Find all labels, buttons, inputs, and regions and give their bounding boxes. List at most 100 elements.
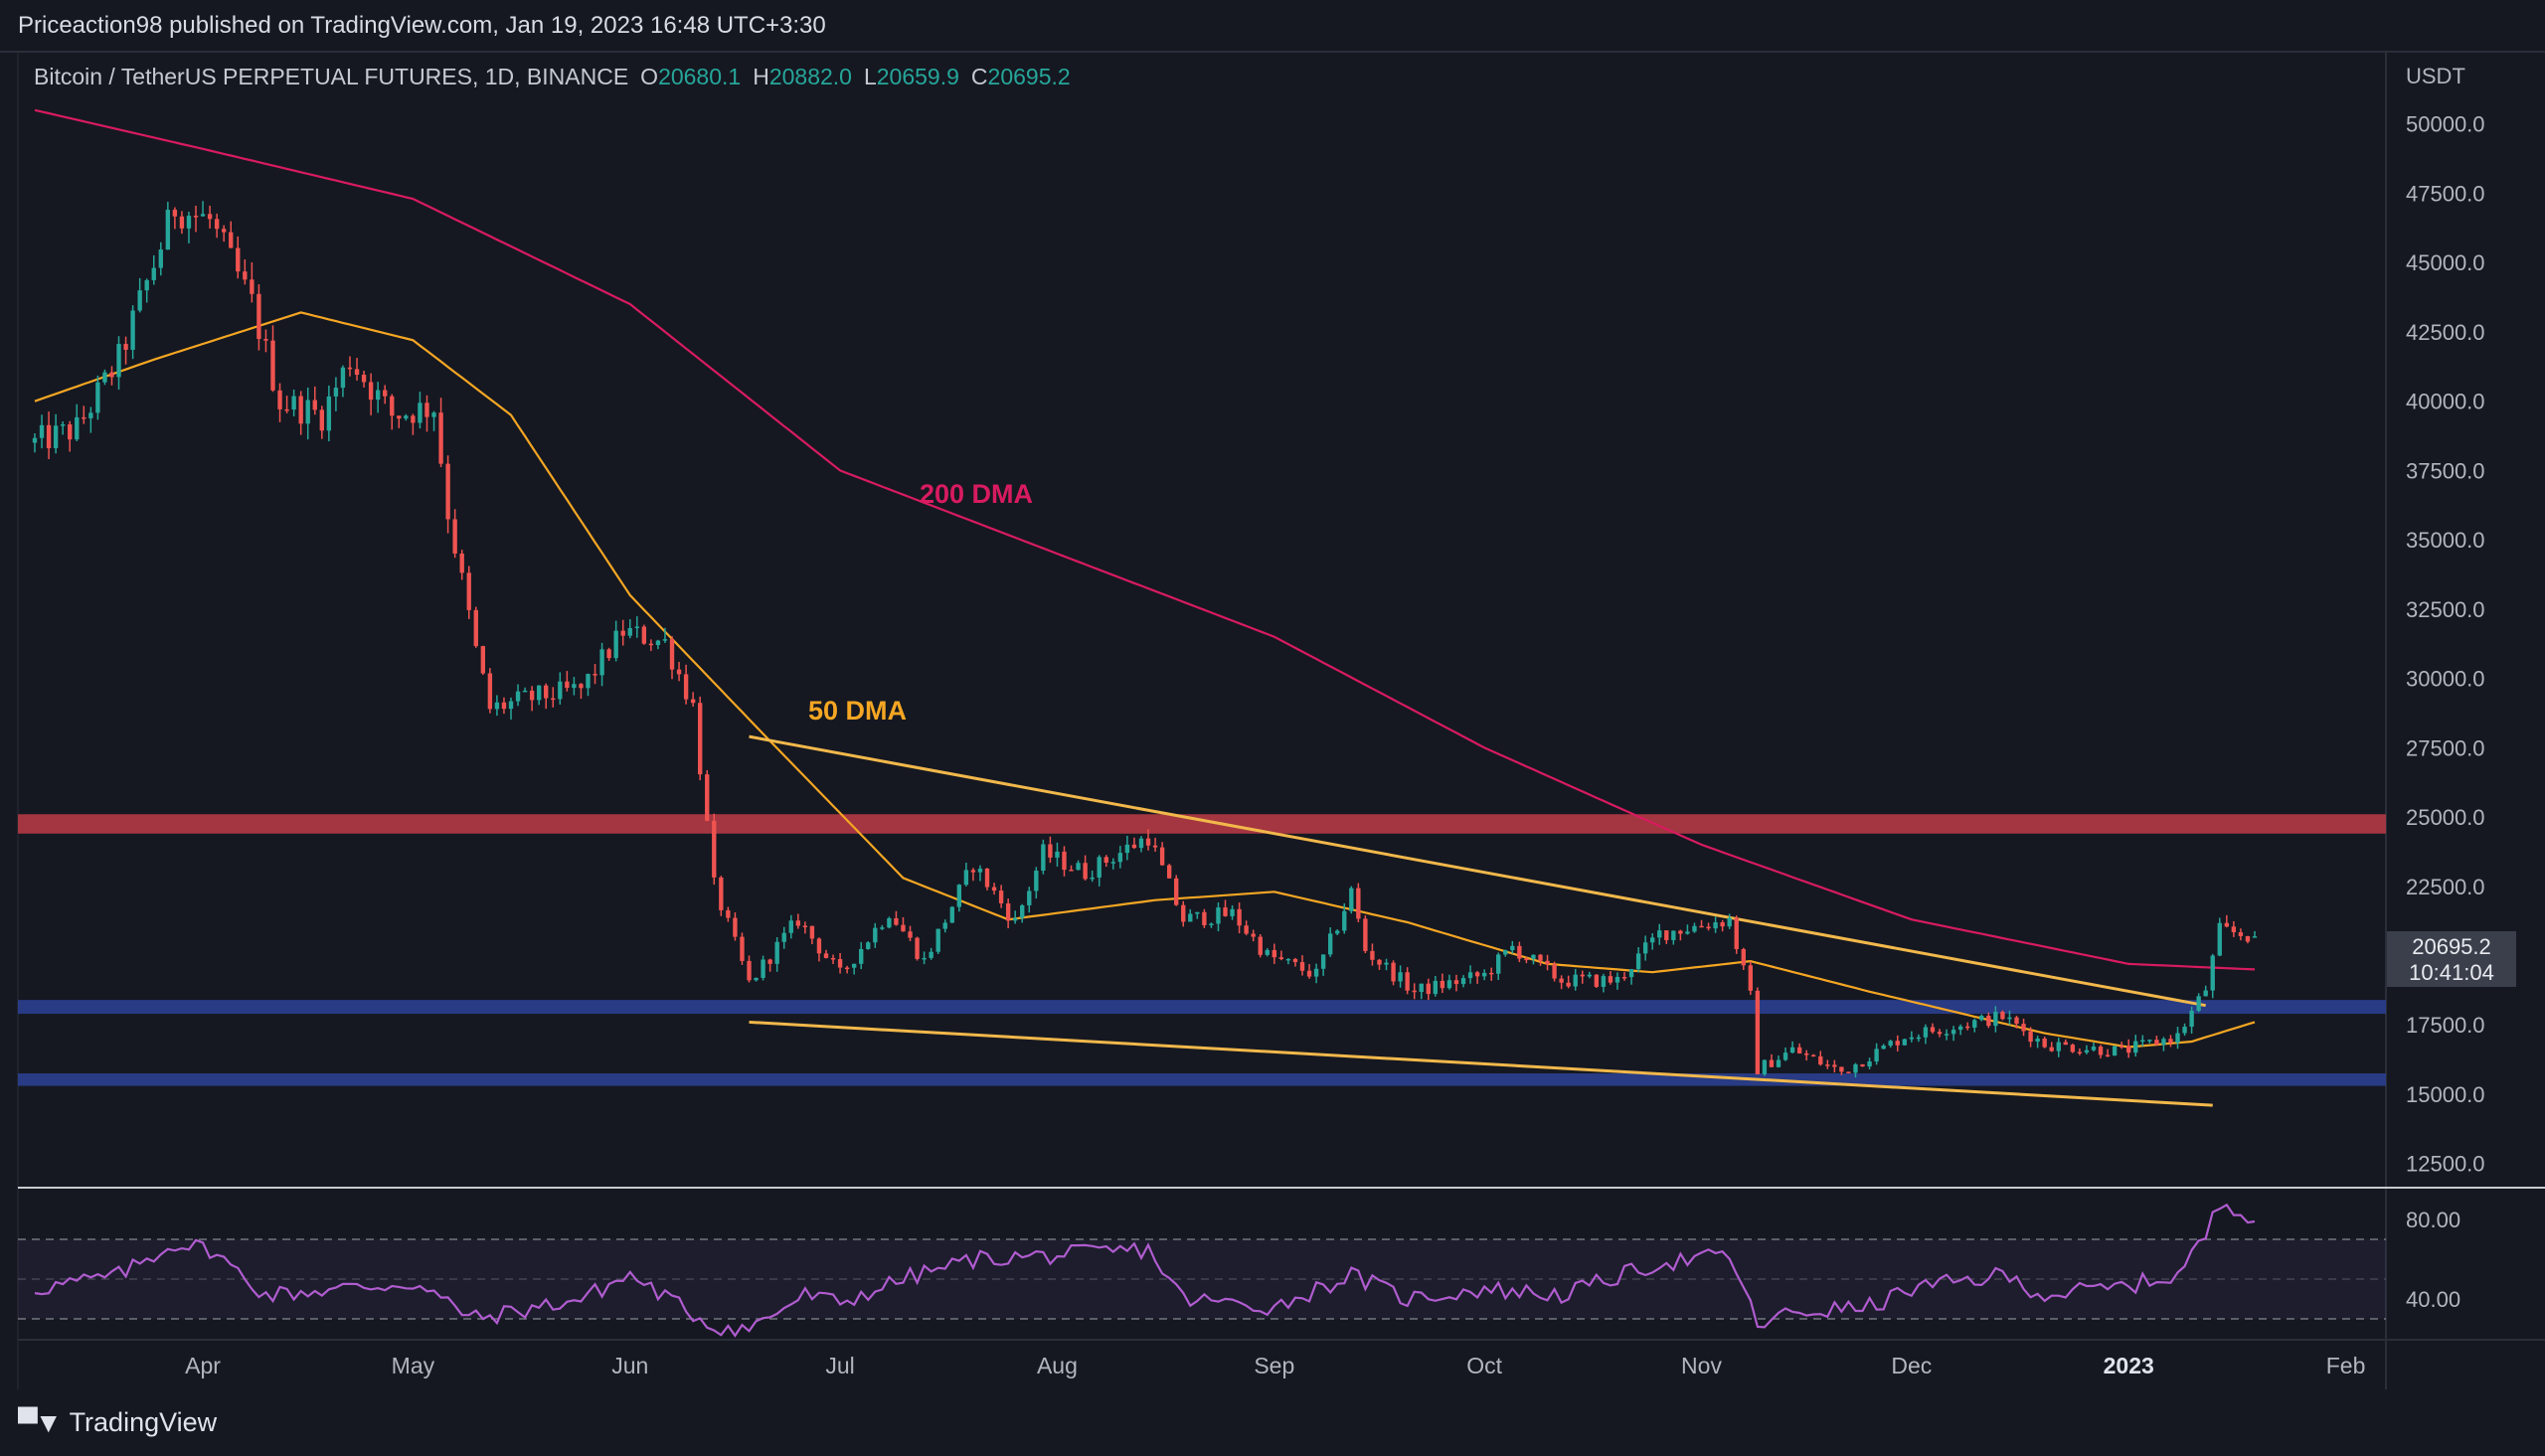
candle-body xyxy=(1510,945,1515,951)
candle-body xyxy=(1440,980,1445,989)
candle-body xyxy=(2070,1045,2076,1052)
price-tick-label: 30000.0 xyxy=(2406,667,2485,692)
candle-body xyxy=(1916,1037,1922,1040)
candle-body xyxy=(418,403,423,423)
candle-body xyxy=(809,925,815,939)
candle-body xyxy=(1384,962,1389,965)
candle-body xyxy=(1594,974,1600,987)
candle-body xyxy=(2112,1046,2118,1056)
candle-body xyxy=(466,572,471,610)
candle-body xyxy=(606,649,611,659)
candle-body xyxy=(32,437,38,443)
candle-body xyxy=(82,416,86,419)
tradingview-logo[interactable]: ▀▼ TradingView xyxy=(18,1407,217,1439)
candle-body xyxy=(390,396,395,416)
candle-body xyxy=(1748,965,1754,991)
candle-body xyxy=(102,372,107,383)
candle-body xyxy=(2007,1017,2012,1020)
candle-body xyxy=(1306,970,1312,977)
high-label: H xyxy=(753,64,769,89)
candle-body xyxy=(1152,845,1158,848)
candle-body xyxy=(754,977,759,981)
candle-body xyxy=(970,870,976,873)
time-tick-label: Oct xyxy=(1466,1353,1502,1378)
price-tick-label: 50000.0 xyxy=(2406,112,2485,137)
price-tick-label: 17500.0 xyxy=(2406,1013,2485,1038)
candle-body xyxy=(1650,937,1655,943)
candle-body xyxy=(88,412,93,418)
candle-body xyxy=(873,927,878,943)
candle-body xyxy=(1587,974,1592,977)
candle-body xyxy=(641,626,647,644)
candle-body xyxy=(887,917,892,928)
candle-body xyxy=(963,870,969,886)
price-chart[interactable]: USDT 50000.0 47500.0 45000.0 42500.0 40000.0 3… xyxy=(0,0,2545,1389)
candle-body xyxy=(1642,942,1648,954)
candle-body xyxy=(411,415,416,423)
candle-body xyxy=(593,674,597,676)
candle-body xyxy=(712,820,717,878)
candle-body xyxy=(2224,922,2230,927)
price-tick-label: 15000.0 xyxy=(2406,1082,2485,1107)
candle-body xyxy=(165,210,171,250)
candle-body xyxy=(1559,978,1564,983)
tradingview-logo-icon: ▀▼ xyxy=(18,1406,63,1438)
candle-body xyxy=(1720,922,1725,927)
candle-body xyxy=(620,630,625,636)
candle-body xyxy=(1012,917,1018,921)
candle-body xyxy=(1041,844,1046,872)
candle-body xyxy=(1335,930,1340,934)
candle-body xyxy=(705,774,710,821)
candle-body xyxy=(1159,847,1165,866)
candle-body xyxy=(544,685,549,699)
candle-body xyxy=(935,928,940,952)
candle-body xyxy=(1083,863,1088,880)
time-tick-label: 2023 xyxy=(2104,1353,2154,1378)
symbol-label[interactable]: Bitcoin / TetherUS PERPETUAL FUTURES, 1D… xyxy=(34,64,629,89)
candle-body xyxy=(1453,980,1459,985)
candle-body xyxy=(501,702,507,710)
candle-body xyxy=(284,408,289,411)
candle-body xyxy=(949,906,954,923)
candle-body xyxy=(2091,1047,2097,1051)
candle-body xyxy=(529,690,535,701)
candle-body xyxy=(2238,932,2244,936)
candle-body xyxy=(901,924,906,932)
candle-body xyxy=(740,936,745,961)
rsi-line xyxy=(34,1203,2256,1338)
candle-body xyxy=(1678,930,1683,934)
candle-body xyxy=(214,219,220,230)
price-tick-label: 42500.0 xyxy=(2406,320,2485,345)
low-value: 20659.9 xyxy=(876,64,959,89)
candle-body xyxy=(1460,978,1466,985)
candle-body xyxy=(1789,1047,1795,1053)
candle-body xyxy=(404,415,409,419)
zone-support-1 xyxy=(18,1000,2386,1015)
candle-body xyxy=(1048,844,1053,858)
candle-body xyxy=(2161,1039,2166,1046)
candle-body xyxy=(508,701,514,710)
candle-body xyxy=(333,388,339,397)
candle-body xyxy=(375,390,381,401)
candle-body xyxy=(1076,863,1081,871)
high-value: 20882.0 xyxy=(768,64,852,89)
candle-body xyxy=(46,424,52,449)
candle-body xyxy=(788,920,793,933)
candle-body xyxy=(1265,949,1270,955)
candle-body xyxy=(354,369,360,376)
candle-body xyxy=(1202,911,1207,925)
candle-body xyxy=(1769,1059,1775,1067)
time-tick-label: May xyxy=(392,1353,435,1378)
candle-body xyxy=(781,932,786,942)
time-tick-label: Feb xyxy=(2326,1353,2366,1378)
candle-body xyxy=(1145,838,1151,846)
candle-body xyxy=(726,909,731,918)
candle-body xyxy=(270,340,275,391)
candle-body xyxy=(586,674,591,689)
candle-body xyxy=(2119,1046,2124,1048)
candle-body xyxy=(340,367,346,389)
candle-body xyxy=(922,957,927,960)
candle-body xyxy=(75,416,80,440)
candle-body xyxy=(956,885,962,907)
candle-body xyxy=(655,640,661,646)
